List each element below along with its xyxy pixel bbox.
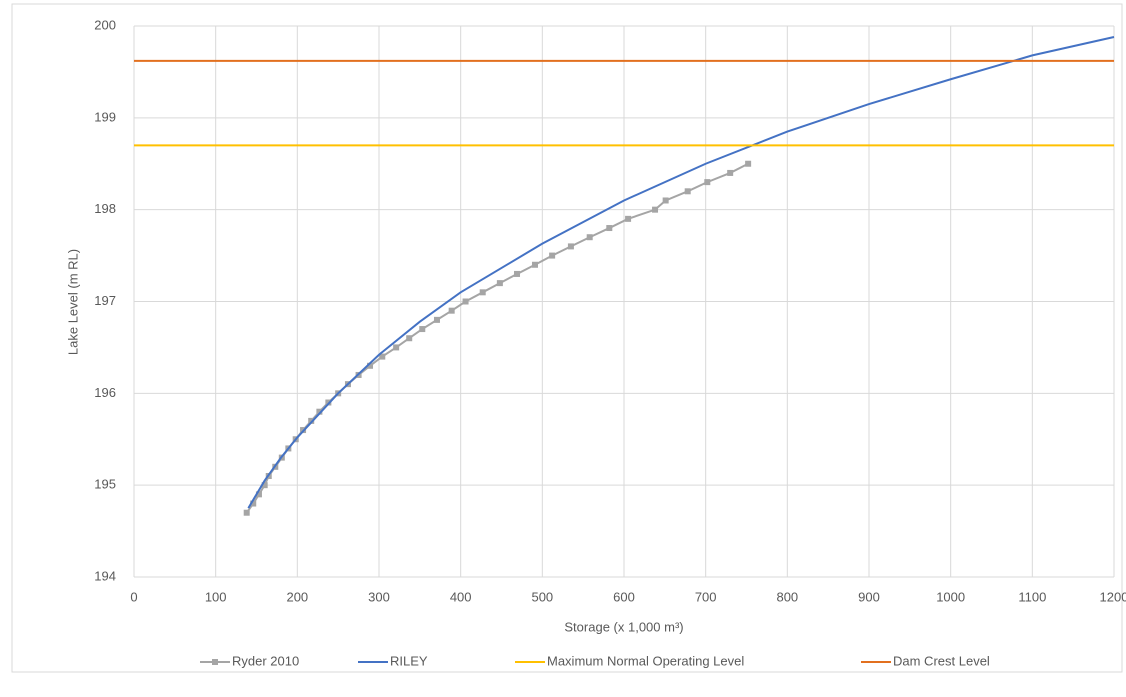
series-marker [261,482,268,489]
series-marker [704,179,711,186]
series-marker [406,335,413,342]
y-axis-label: Lake Level (m RL) [65,249,80,355]
legend-marker [212,659,218,665]
x-tick-label: 400 [450,589,472,604]
series-marker [652,206,659,213]
series-marker [586,234,593,241]
series-marker [250,500,257,507]
legend-label: Dam Crest Level [893,653,990,668]
y-tick-label: 200 [94,17,116,32]
series-marker [255,491,262,498]
series-marker [243,509,250,516]
y-tick-label: 198 [94,201,116,216]
x-tick-label: 600 [613,589,635,604]
y-tick-label: 195 [94,477,116,492]
x-tick-label: 1000 [936,589,965,604]
series-line [247,36,1115,509]
series-marker [727,169,734,176]
y-tick-label: 194 [94,568,116,583]
series-marker [496,280,503,287]
x-tick-label: 1200 [1100,589,1126,604]
legend-label: Maximum Normal Operating Level [547,653,744,668]
series-marker [308,417,315,424]
series-marker [316,408,323,415]
x-tick-label: 200 [286,589,308,604]
x-tick-label: 300 [368,589,390,604]
x-tick-label: 100 [205,589,227,604]
x-tick-label: 0 [130,589,137,604]
series-marker [448,307,455,314]
series-marker [462,298,469,305]
series-marker [684,188,691,195]
series-marker [606,225,613,232]
series-marker [419,326,426,333]
x-axis-label: Storage (x 1,000 m³) [564,619,683,634]
series-marker [531,261,538,268]
series-marker [433,316,440,323]
x-tick-label: 700 [695,589,717,604]
series-marker [625,215,632,222]
y-tick-label: 197 [94,293,116,308]
chart-frame [11,3,1123,673]
legend-label: Ryder 2010 [232,653,299,668]
legend-label: RILEY [390,653,428,668]
series-marker [745,160,752,167]
x-tick-label: 1100 [1018,589,1046,604]
y-tick-label: 196 [94,385,116,400]
series-marker [514,270,521,277]
series-marker [367,362,374,369]
series-marker [549,252,556,259]
series-marker [393,344,400,351]
series-marker [379,353,386,360]
x-tick-label: 500 [531,589,553,604]
series-marker [479,289,486,296]
series-marker [567,243,574,250]
x-tick-label: 800 [776,589,798,604]
y-tick-label: 199 [94,109,116,124]
series-marker [662,197,669,204]
x-tick-label: 900 [858,589,880,604]
